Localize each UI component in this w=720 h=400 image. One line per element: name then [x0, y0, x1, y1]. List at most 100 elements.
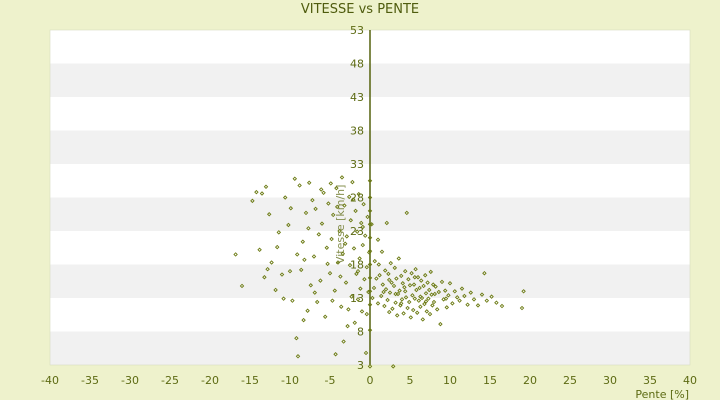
data-point — [384, 220, 390, 226]
y-tick-label: 28 — [350, 192, 364, 205]
y-tick-label: 38 — [350, 125, 364, 138]
data-point — [279, 272, 285, 277]
data-point — [484, 298, 490, 303]
data-point — [354, 229, 360, 234]
data-point — [369, 222, 374, 227]
data-point — [342, 241, 348, 246]
y-axis-title: Vitesse [km/h] — [334, 185, 347, 264]
data-point — [334, 204, 340, 210]
x-tick-label: 5 — [407, 374, 414, 387]
data-point — [452, 289, 458, 294]
data-point — [410, 293, 415, 298]
data-point — [413, 266, 418, 272]
data-point — [362, 277, 367, 282]
data-point — [390, 306, 395, 311]
data-point — [407, 283, 413, 288]
data-point — [350, 179, 355, 185]
data-point — [426, 296, 431, 301]
data-point — [273, 287, 278, 293]
data-point — [328, 181, 334, 186]
data-points — [233, 175, 526, 369]
data-point — [394, 276, 399, 281]
data-point — [297, 183, 302, 188]
data-point — [386, 309, 392, 315]
x-tick-label: 35 — [643, 374, 657, 387]
data-point — [314, 299, 320, 305]
data-point — [386, 277, 392, 283]
data-point — [359, 309, 365, 314]
x-tick-label: 10 — [443, 374, 457, 387]
data-point — [406, 299, 412, 305]
data-point — [431, 299, 437, 305]
data-point — [332, 288, 338, 293]
data-point — [428, 269, 434, 275]
data-point — [356, 191, 362, 197]
data-point — [303, 210, 309, 216]
data-point — [343, 280, 349, 285]
data-point — [265, 266, 270, 272]
data-point — [363, 350, 369, 356]
data-point — [301, 317, 306, 323]
data-point — [355, 268, 361, 274]
data-point — [259, 191, 265, 196]
data-point — [376, 262, 382, 267]
data-point — [436, 289, 442, 295]
data-point — [257, 247, 262, 252]
data-point — [371, 285, 377, 291]
data-point — [340, 251, 346, 257]
x-tick-label: 40 — [683, 374, 697, 387]
data-point — [342, 203, 347, 208]
data-point — [442, 288, 448, 293]
data-point — [391, 283, 397, 289]
data-point — [398, 273, 404, 279]
data-point — [318, 187, 324, 192]
data-point — [274, 244, 280, 250]
data-point — [367, 262, 373, 267]
data-point — [365, 214, 370, 220]
data-point — [310, 197, 315, 203]
data-point — [306, 180, 312, 185]
x-axis-title: Pente [%] — [635, 388, 689, 400]
data-point — [446, 293, 451, 298]
data-point — [385, 297, 390, 303]
data-point — [294, 335, 299, 341]
data-point — [408, 315, 414, 320]
data-point — [396, 256, 402, 261]
data-point — [404, 210, 410, 216]
data-point — [367, 235, 373, 240]
data-point — [433, 284, 438, 289]
data-point — [421, 283, 426, 289]
data-point — [347, 262, 353, 268]
data-point — [401, 311, 406, 316]
data-point — [398, 301, 404, 306]
data-point — [482, 270, 487, 276]
data-point — [341, 339, 346, 344]
data-point — [381, 289, 386, 295]
data-point — [288, 205, 294, 211]
data-point — [282, 195, 288, 200]
data-point — [418, 278, 424, 283]
data-point — [378, 293, 384, 299]
data-point — [438, 321, 443, 327]
x-tick-label: -20 — [201, 374, 219, 387]
data-point — [370, 295, 375, 301]
data-point — [302, 257, 307, 263]
data-point — [327, 270, 333, 276]
data-point — [353, 208, 358, 214]
data-point — [450, 301, 455, 306]
data-point — [403, 295, 409, 300]
data-point — [426, 287, 432, 293]
data-point — [367, 275, 373, 281]
data-point — [393, 291, 398, 297]
data-point — [367, 248, 373, 254]
data-point — [330, 212, 336, 218]
data-point — [519, 305, 525, 311]
data-point — [362, 233, 368, 238]
data-point — [402, 285, 407, 290]
data-point — [414, 287, 419, 293]
data-point — [420, 317, 426, 322]
data-point — [335, 260, 341, 265]
data-point — [281, 296, 286, 301]
